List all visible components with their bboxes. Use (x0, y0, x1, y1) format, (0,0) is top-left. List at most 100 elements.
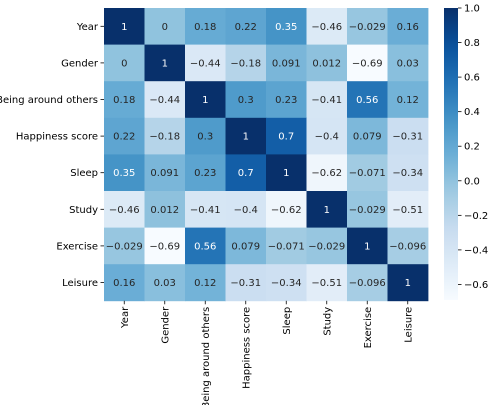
cell-value-label: 0.03 (397, 58, 419, 69)
heatmap-cell (306, 81, 348, 119)
heatmap-cell (347, 44, 388, 82)
cell-value-label: 0.079 (353, 132, 382, 143)
heatmap-cell (266, 227, 307, 265)
colorbar-tick-label: −0.2 (464, 211, 488, 222)
heatmap-cell (347, 227, 388, 265)
column-label: Year (120, 306, 131, 329)
heatmap-cell (225, 44, 267, 82)
cell-value-label: −0.51 (311, 278, 342, 289)
cell-value-label: −0.46 (109, 205, 140, 216)
cell-value-label: −0.31 (230, 278, 261, 289)
cell-value-label: −0.029 (349, 22, 386, 33)
column-label: Gender (160, 306, 171, 344)
row-label: Study (69, 205, 98, 216)
cell-value-label: −0.51 (392, 205, 423, 216)
heatmap-cell (225, 117, 267, 155)
column-labels: Year Gender Being around others Happiness s… (120, 300, 414, 405)
heatmap-cell (266, 81, 307, 119)
cell-value-label: −0.4 (315, 132, 339, 143)
cell-value-label: −0.62 (311, 168, 342, 179)
heatmap-cell (266, 117, 307, 155)
colorbar-tick-label: 0.2 (464, 142, 480, 153)
heatmap-cell (266, 191, 307, 228)
cell-value-label: −0.69 (352, 58, 383, 69)
cell-value-label: 1 (243, 132, 249, 143)
heatmap-cell (266, 264, 307, 302)
heatmap-cell (347, 8, 388, 45)
cell-value-label: −0.029 (308, 241, 345, 252)
cell-value-label: 0.12 (194, 278, 216, 289)
heatmap-cell (185, 264, 226, 302)
cell-value-label: 0.18 (194, 22, 216, 33)
heatmap-cell (144, 44, 186, 82)
cell-value-label: 1 (324, 205, 330, 216)
heatmap-cell (185, 154, 226, 192)
cell-value-label: −0.4 (234, 205, 258, 216)
cell-value-label: 0.16 (397, 22, 419, 33)
cell-value-label: 0.22 (113, 132, 135, 143)
cell-value-label: −0.096 (349, 278, 386, 289)
heatmap-cell (144, 117, 186, 155)
cell-value-label: 0.56 (194, 241, 216, 252)
cell-value-label: 0.03 (154, 278, 176, 289)
row-label: Sleep (70, 168, 98, 179)
heatmap-cell (104, 8, 145, 45)
cell-value-label: −0.18 (230, 58, 261, 69)
heatmap-cell (185, 191, 226, 228)
heatmap-cell (387, 44, 429, 82)
column-label: Happiness score (241, 307, 252, 389)
heatmap-cell (144, 227, 186, 265)
heatmap-cell (144, 81, 186, 119)
cell-value-label: 0.091 (272, 58, 301, 69)
heatmap-cell (144, 264, 186, 302)
heatmap-cell (306, 264, 348, 302)
heatmap-cell (185, 227, 226, 265)
heatmap-cell (347, 191, 388, 228)
heatmap-cell (104, 191, 145, 228)
heatmap-cells: 1 0 0.18 0.22 0.35 −0.46 −0.029 0.16 0 1 −0.44 −0.1… (104, 8, 429, 302)
row-label: Happiness score (16, 132, 98, 143)
heatmap-cell (144, 191, 186, 228)
cell-value-label: 0.3 (238, 95, 254, 106)
heatmap-cell (225, 227, 267, 265)
cell-value-label: −0.44 (190, 58, 221, 69)
cell-value-label: 1 (121, 22, 127, 33)
heatmap-cell (387, 8, 429, 45)
cell-value-label: 0.56 (356, 95, 378, 106)
cell-value-label: −0.69 (149, 241, 180, 252)
cell-value-label: 0.7 (278, 132, 294, 143)
heatmap-cell (225, 264, 267, 302)
cell-value-label: −0.029 (106, 241, 143, 252)
heatmap-cell (225, 191, 267, 228)
heatmap-cell (185, 8, 226, 45)
cell-value-label: 1 (162, 58, 168, 69)
column-label: Exercise (363, 307, 374, 349)
row-label: Leisure (62, 278, 98, 289)
heatmap-cell (306, 8, 348, 45)
cell-value-label: −0.46 (311, 22, 342, 33)
colorbar: 1.0 0.8 0.6 0.4 0.2 0.0 −0.2 −0.4 −0.6 (444, 4, 488, 300)
row-labels: Year Gender Being around others Happiness s… (0, 22, 104, 289)
cell-value-label: 0.3 (197, 132, 213, 143)
heatmap-cell (306, 227, 348, 265)
cell-value-label: 0.18 (113, 95, 135, 106)
heatmap-cell (104, 44, 145, 82)
cell-value-label: −0.41 (190, 205, 221, 216)
row-label: Year (76, 22, 99, 33)
cell-value-label: 0.23 (275, 95, 297, 106)
heatmap-cell (104, 264, 145, 302)
column-label: Study (322, 307, 333, 336)
cell-value-label: −0.62 (271, 205, 302, 216)
heatmap-cell (387, 264, 429, 302)
cell-value-label: 0.35 (113, 168, 135, 179)
heatmap-cell (347, 264, 388, 302)
cell-value-label: 0 (162, 22, 168, 33)
cell-value-label: 0.12 (397, 95, 419, 106)
heatmap-cell (387, 81, 429, 119)
cell-value-label: 0.012 (150, 205, 179, 216)
heatmap-cell (266, 8, 307, 45)
heatmap-cell (185, 117, 226, 155)
cell-value-label: −0.34 (392, 168, 423, 179)
cell-value-label: 1 (283, 168, 289, 179)
heatmap-cell (306, 44, 348, 82)
